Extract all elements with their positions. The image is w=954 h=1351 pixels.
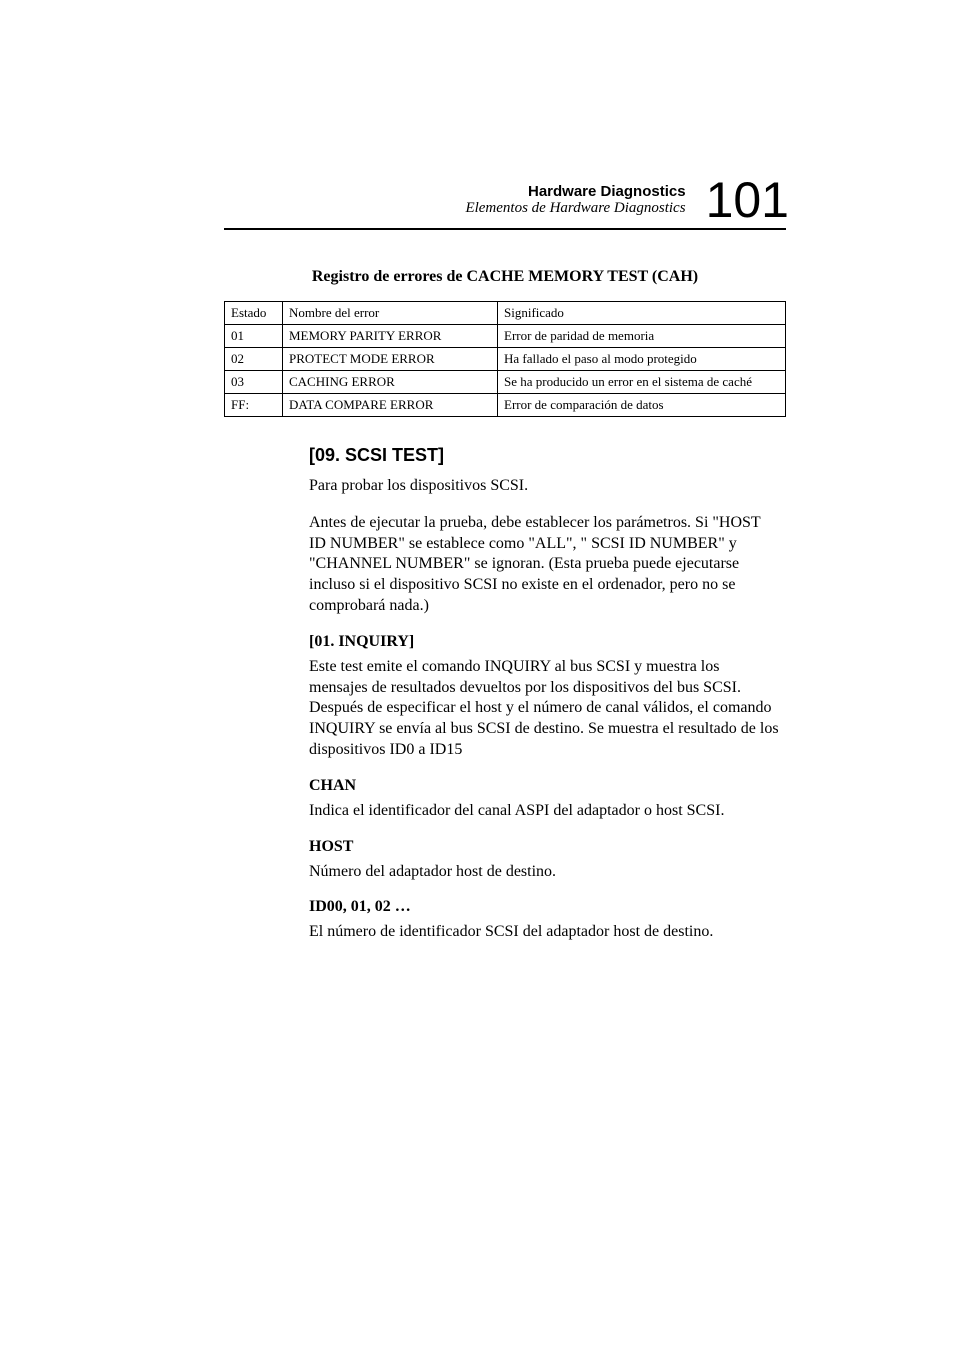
paragraph-intro: Para probar los dispositivos SCSI. <box>309 476 779 497</box>
table-row: 03 CACHING ERROR Se ha producido un erro… <box>225 371 786 394</box>
error-table: Estado Nombre del error Significado 01 M… <box>224 301 786 417</box>
subsection-id-text: El número de identificador SCSI del adap… <box>309 922 779 943</box>
subsection-chan-title: CHAN <box>309 777 779 795</box>
table-cell: 03 <box>225 371 283 394</box>
table-cell: Error de comparación de datos <box>498 394 786 417</box>
table-cell: FF: <box>225 394 283 417</box>
subsection-inquiry-text: Este test emite el comando INQUIRY al bu… <box>309 657 779 761</box>
table-header-cell: Nombre del error <box>283 302 498 325</box>
table-cell: CACHING ERROR <box>283 371 498 394</box>
content-area: Registro de errores de CACHE MEMORY TEST… <box>224 268 786 959</box>
table-cell: 02 <box>225 348 283 371</box>
table-cell: Error de paridad de memoria <box>498 325 786 348</box>
table-row: 02 PROTECT MODE ERROR Ha fallado el paso… <box>225 348 786 371</box>
table-row: 01 MEMORY PARITY ERROR Error de paridad … <box>225 325 786 348</box>
table-header-cell: Estado <box>225 302 283 325</box>
table-cell: DATA COMPARE ERROR <box>283 394 498 417</box>
table-header-cell: Significado <box>498 302 786 325</box>
table-cell: 01 <box>225 325 283 348</box>
subsection-host-text: Número del adaptador host de destino. <box>309 862 779 883</box>
subsection-id-title: ID00, 01, 02 … <box>309 898 779 916</box>
page-number: 101 <box>706 175 789 225</box>
header-title: Hardware Diagnostics <box>465 183 685 200</box>
header-text-block: Hardware Diagnostics Elementos de Hardwa… <box>465 183 685 217</box>
paragraph-desc: Antes de ejecutar la prueba, debe establ… <box>309 513 779 617</box>
table-row: FF: DATA COMPARE ERROR Error de comparac… <box>225 394 786 417</box>
page-header: Hardware Diagnostics Elementos de Hardwa… <box>229 175 789 225</box>
table-title: Registro de errores de CACHE MEMORY TEST… <box>224 268 786 286</box>
table-cell: PROTECT MODE ERROR <box>283 348 498 371</box>
section-title: [09. SCSI TEST] <box>309 445 779 466</box>
table-cell: MEMORY PARITY ERROR <box>283 325 498 348</box>
header-rule <box>224 228 786 230</box>
body-content: [09. SCSI TEST] Para probar los disposit… <box>309 445 779 943</box>
subsection-chan-text: Indica el identificador del canal ASPI d… <box>309 801 779 822</box>
subsection-host-title: HOST <box>309 838 779 856</box>
table-cell: Se ha producido un error en el sistema d… <box>498 371 786 394</box>
table-header-row: Estado Nombre del error Significado <box>225 302 786 325</box>
table-cell: Ha fallado el paso al modo protegido <box>498 348 786 371</box>
subsection-inquiry-title: [01. INQUIRY] <box>309 633 779 651</box>
header-subtitle: Elementos de Hardware Diagnostics <box>465 200 685 217</box>
